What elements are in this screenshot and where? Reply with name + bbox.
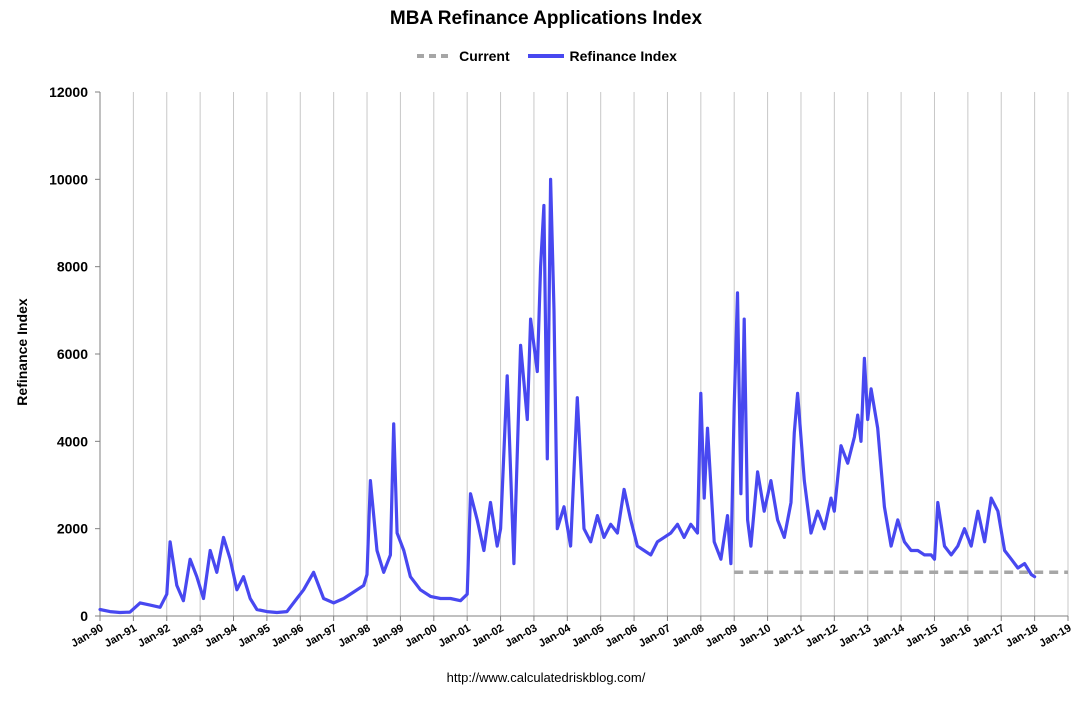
x-tick-label: Jan-96 [270, 622, 306, 650]
x-tick-label: Jan-01 [436, 622, 472, 650]
x-tick-label: Jan-97 [303, 622, 339, 650]
x-tick-label: Jan-94 [203, 622, 240, 650]
x-tick-label: Jan-11 [771, 622, 807, 650]
x-tick-label: Jan-13 [837, 622, 873, 650]
x-tick-label: Jan-07 [637, 622, 673, 650]
legend-swatch-current [417, 54, 454, 58]
chart-title: MBA Refinance Applications Index [389, 8, 703, 29]
y-tick-label: 2000 [57, 521, 88, 537]
y-tick-label: 6000 [57, 346, 88, 362]
y-tick-label: 10000 [49, 171, 88, 187]
y-tick-label: 12000 [49, 84, 88, 100]
x-tick-label: Jan-15 [904, 622, 940, 650]
x-tick-label: Jan-04 [537, 622, 574, 650]
x-tick-label: Jan-90 [69, 622, 105, 650]
y-tick-label: 4000 [57, 433, 88, 449]
legend-swatch-refinance-index [527, 54, 564, 58]
y-tick-label: 8000 [57, 259, 88, 275]
legend-label-refinance-index: Refinance Index [569, 48, 677, 64]
x-tick-label: Jan-18 [1004, 622, 1040, 650]
series-line-refinance-index [98, 177, 1037, 615]
x-tick-label: Jan-14 [870, 622, 907, 650]
x-tick-label: Jan-17 [971, 622, 1007, 650]
source-url: http://www.calculatedriskblog.com/ [446, 670, 646, 685]
x-tick-label: Jan-00 [403, 622, 439, 650]
legend: Current Refinance Index [0, 48, 1092, 64]
x-tick-label: Jan-08 [670, 622, 706, 650]
x-tick-label: Jan-95 [236, 622, 272, 650]
x-tick-label: Jan-06 [603, 622, 639, 650]
x-tick-label: Jan-99 [370, 622, 406, 650]
x-tick-label: Jan-02 [470, 622, 506, 650]
x-tick-label: Jan-91 [103, 622, 139, 650]
x-tick-label: Jan-92 [136, 622, 172, 650]
x-tick-label: Jan-98 [336, 622, 372, 650]
x-tick-label: Jan-05 [570, 622, 606, 650]
x-tick-label: Jan-93 [169, 622, 205, 650]
x-tick-label: Jan-12 [804, 622, 840, 650]
x-tick-label: Jan-16 [937, 622, 973, 650]
y-tick-label: 0 [80, 608, 88, 624]
x-tick-label: Jan-03 [503, 622, 539, 650]
legend-label-current: Current [459, 48, 510, 64]
x-tick-label: Jan-09 [704, 622, 740, 650]
legend-item-current: Current [415, 48, 510, 64]
legend-item-refinance-index: Refinance Index [526, 48, 677, 64]
x-tick-label: Jan-10 [737, 622, 773, 650]
x-tick-label: Jan-19 [1037, 622, 1073, 650]
